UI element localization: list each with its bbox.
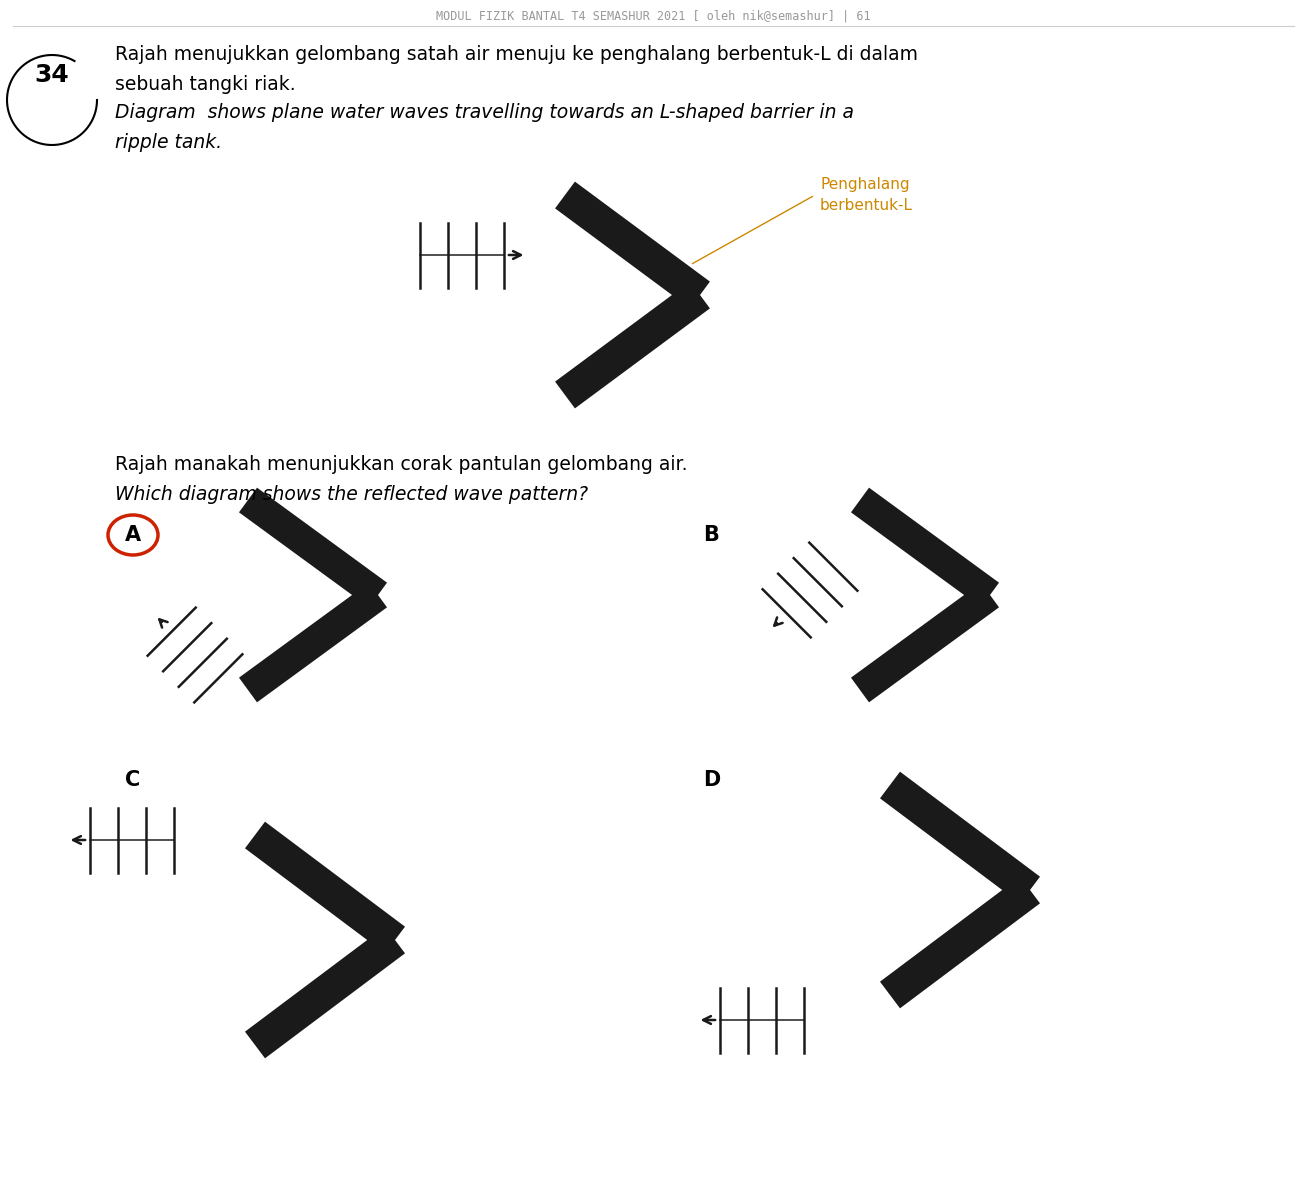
- Text: sebuah tangki riak.: sebuah tangki riak.: [115, 74, 295, 93]
- Text: ripple tank.: ripple tank.: [115, 132, 222, 152]
- Text: C: C: [125, 769, 141, 790]
- Text: Diagram  shows plane water waves travelling towards an L-shaped barrier in a: Diagram shows plane water waves travelli…: [115, 104, 853, 123]
- Text: Rajah menujukkan gelombang satah air menuju ke penghalang berbentuk-L di dalam: Rajah menujukkan gelombang satah air men…: [115, 45, 918, 64]
- Text: D: D: [703, 769, 720, 790]
- Text: Which diagram shows the reflected wave pattern?: Which diagram shows the reflected wave p…: [115, 486, 588, 505]
- Text: berbentuk-L: berbentuk-L: [819, 198, 914, 212]
- Text: 34: 34: [34, 63, 69, 87]
- Text: MODUL FIZIK BANTAL T4 SEMASHUR 2021 [ oleh nik@semashur] | 61: MODUL FIZIK BANTAL T4 SEMASHUR 2021 [ ol…: [435, 10, 870, 23]
- Text: Rajah manakah menunjukkan corak pantulan gelombang air.: Rajah manakah menunjukkan corak pantulan…: [115, 456, 687, 475]
- Text: A: A: [125, 525, 141, 545]
- Text: Penghalang: Penghalang: [819, 178, 910, 192]
- Text: B: B: [703, 525, 719, 545]
